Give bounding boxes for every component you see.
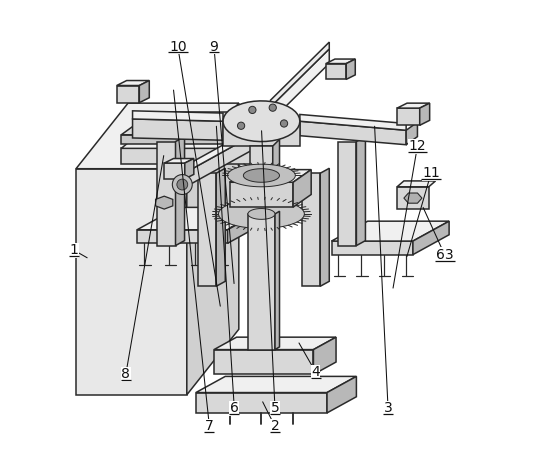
Text: 1: 1 bbox=[69, 243, 78, 257]
Polygon shape bbox=[230, 170, 311, 182]
Polygon shape bbox=[230, 182, 293, 207]
Polygon shape bbox=[180, 129, 252, 176]
Polygon shape bbox=[164, 158, 194, 163]
Polygon shape bbox=[397, 108, 420, 125]
Polygon shape bbox=[121, 148, 257, 164]
Text: 4: 4 bbox=[311, 365, 320, 379]
Polygon shape bbox=[250, 146, 273, 182]
Polygon shape bbox=[196, 393, 327, 413]
Polygon shape bbox=[314, 337, 336, 374]
Polygon shape bbox=[332, 241, 413, 255]
Polygon shape bbox=[275, 211, 279, 349]
Polygon shape bbox=[327, 376, 356, 413]
Polygon shape bbox=[420, 103, 430, 125]
Polygon shape bbox=[346, 59, 355, 79]
Polygon shape bbox=[157, 142, 175, 246]
Text: 11: 11 bbox=[422, 166, 440, 180]
Polygon shape bbox=[133, 111, 223, 121]
Polygon shape bbox=[187, 103, 239, 395]
Polygon shape bbox=[271, 42, 329, 107]
Polygon shape bbox=[139, 81, 149, 103]
Text: 3: 3 bbox=[384, 401, 393, 415]
Text: 2: 2 bbox=[271, 420, 279, 434]
Polygon shape bbox=[302, 173, 320, 286]
Polygon shape bbox=[117, 81, 149, 86]
Polygon shape bbox=[397, 181, 436, 187]
Polygon shape bbox=[300, 115, 406, 130]
Polygon shape bbox=[214, 349, 314, 374]
Text: 12: 12 bbox=[409, 139, 426, 153]
Circle shape bbox=[280, 120, 288, 127]
Text: 9: 9 bbox=[210, 40, 218, 54]
Polygon shape bbox=[300, 121, 406, 145]
Polygon shape bbox=[117, 86, 139, 103]
Polygon shape bbox=[180, 136, 252, 190]
Polygon shape bbox=[185, 158, 194, 179]
Polygon shape bbox=[218, 199, 304, 228]
Polygon shape bbox=[198, 173, 216, 286]
Circle shape bbox=[269, 104, 276, 111]
Polygon shape bbox=[273, 139, 279, 182]
Polygon shape bbox=[413, 221, 449, 255]
Polygon shape bbox=[137, 207, 268, 230]
Polygon shape bbox=[223, 101, 300, 142]
Polygon shape bbox=[156, 196, 173, 209]
Polygon shape bbox=[121, 135, 257, 144]
Polygon shape bbox=[175, 136, 185, 246]
Polygon shape bbox=[228, 207, 268, 243]
Polygon shape bbox=[404, 193, 422, 203]
Circle shape bbox=[177, 179, 188, 190]
Polygon shape bbox=[397, 103, 430, 108]
Text: 8: 8 bbox=[122, 368, 130, 381]
Polygon shape bbox=[326, 59, 355, 64]
Polygon shape bbox=[293, 170, 311, 207]
Polygon shape bbox=[397, 187, 429, 209]
Polygon shape bbox=[121, 128, 282, 148]
Polygon shape bbox=[244, 169, 279, 182]
Polygon shape bbox=[406, 122, 417, 145]
Polygon shape bbox=[76, 103, 239, 169]
Polygon shape bbox=[216, 168, 225, 286]
Text: 5: 5 bbox=[271, 401, 279, 415]
Text: 10: 10 bbox=[169, 40, 186, 54]
Polygon shape bbox=[271, 49, 329, 121]
Polygon shape bbox=[137, 230, 228, 243]
Polygon shape bbox=[356, 136, 365, 246]
Polygon shape bbox=[326, 64, 346, 79]
Text: 63: 63 bbox=[436, 248, 453, 262]
Polygon shape bbox=[121, 116, 282, 135]
Polygon shape bbox=[248, 214, 275, 349]
Polygon shape bbox=[228, 164, 295, 187]
Polygon shape bbox=[320, 168, 329, 286]
Polygon shape bbox=[196, 376, 356, 393]
Polygon shape bbox=[76, 169, 187, 395]
Text: 7: 7 bbox=[205, 420, 214, 434]
Polygon shape bbox=[146, 112, 282, 128]
Text: 6: 6 bbox=[230, 401, 239, 415]
Polygon shape bbox=[133, 119, 223, 140]
Polygon shape bbox=[164, 163, 185, 179]
Circle shape bbox=[172, 175, 192, 194]
Circle shape bbox=[238, 122, 245, 129]
Circle shape bbox=[249, 106, 256, 114]
Polygon shape bbox=[338, 142, 356, 246]
Polygon shape bbox=[223, 121, 300, 146]
Polygon shape bbox=[214, 337, 336, 349]
Polygon shape bbox=[332, 221, 449, 241]
Polygon shape bbox=[248, 208, 275, 219]
